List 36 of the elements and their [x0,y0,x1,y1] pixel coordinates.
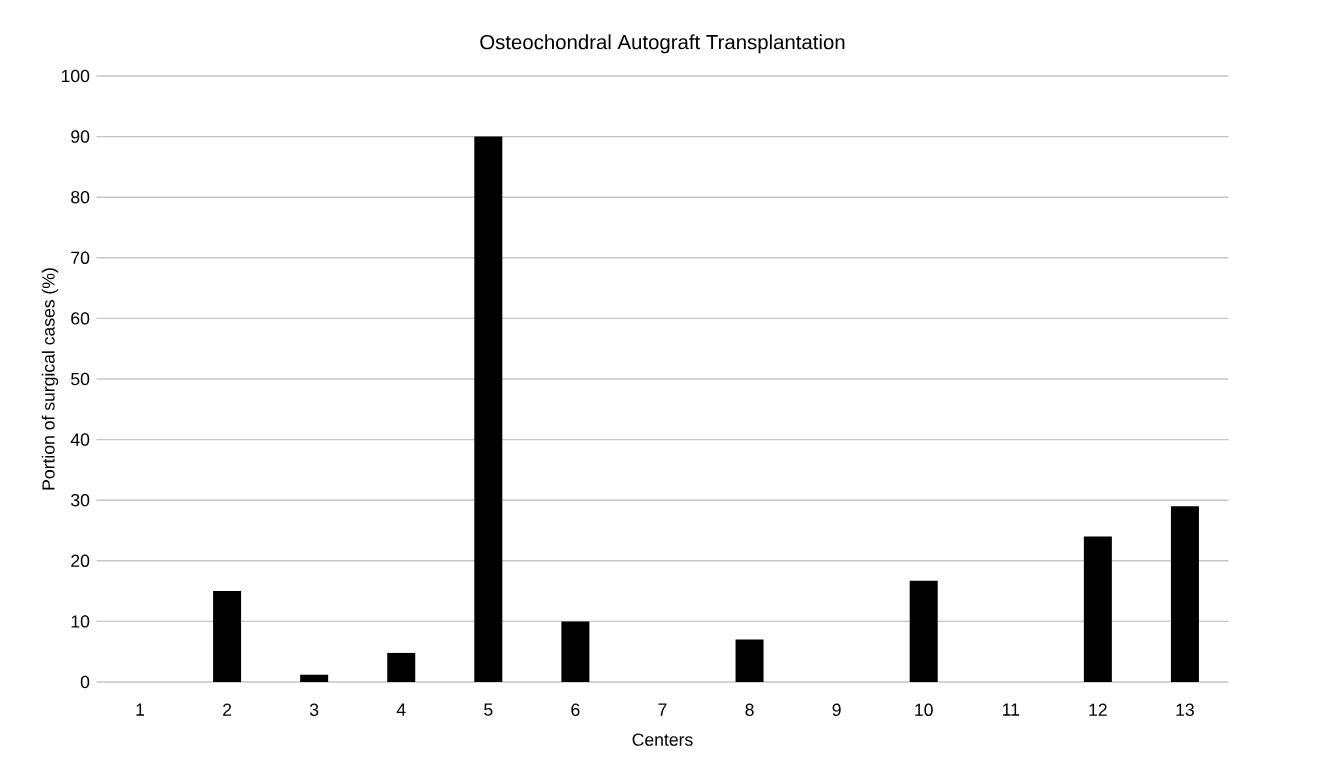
y-tick-label: 40 [70,433,90,446]
y-tick-label: 0 [80,675,90,689]
bar [213,591,242,682]
x-tick-label: 4 [396,703,406,716]
bar [300,674,329,682]
y-tick-label: 30 [71,493,90,507]
y-axis-title: Portion of surgical cases (%) [41,268,59,490]
x-tick-label: 13 [1176,703,1194,716]
chart-title: Osteochondral Autograft Transplantation [480,34,845,54]
x-tick-label: 10 [915,703,933,716]
x-tick-label: 11 [1002,703,1020,716]
bar [474,136,503,682]
x-axis-title: Centers [632,733,693,746]
y-tick-label: 60 [71,312,90,325]
y-tick-label: 70 [71,251,90,265]
y-tick-label: 90 [71,130,90,143]
bar [1083,536,1112,682]
bar [561,621,590,682]
bar [387,652,416,682]
x-tick-label: 7 [658,703,667,716]
y-tick-label: 80 [71,190,90,204]
x-tick-label: 8 [745,703,754,716]
x-tick-label: 1 [136,703,145,716]
y-tick-label: 10 [71,615,90,628]
bar [1170,506,1199,682]
y-tick-label: 100 [61,69,90,83]
bar [909,580,938,682]
x-tick-label: 12 [1089,703,1107,716]
bar [735,639,764,682]
x-tick-label: 3 [309,703,319,716]
y-tick-label: 20 [71,554,90,568]
y-tick-label: 50 [71,372,90,386]
x-tick-label: 9 [832,703,841,716]
x-tick-label: 6 [571,703,580,716]
x-tick-label: 5 [484,703,493,716]
x-tick-label: 2 [223,703,232,716]
